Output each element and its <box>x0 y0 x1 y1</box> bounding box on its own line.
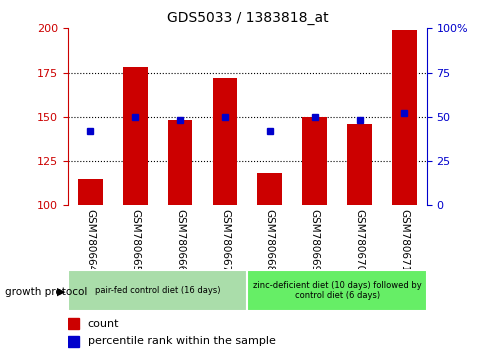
Text: GSM780670: GSM780670 <box>354 209 364 272</box>
Text: pair-fed control diet (16 days): pair-fed control diet (16 days) <box>95 286 220 295</box>
Bar <box>68 318 78 329</box>
Text: GSM780671: GSM780671 <box>398 209 408 272</box>
Text: count: count <box>88 319 119 329</box>
Text: zinc-deficient diet (10 days) followed by
control diet (6 days): zinc-deficient diet (10 days) followed b… <box>252 281 421 300</box>
Text: GSM780668: GSM780668 <box>264 209 274 272</box>
Bar <box>68 270 247 311</box>
Bar <box>212 78 237 205</box>
Text: GSM780666: GSM780666 <box>175 209 185 272</box>
Text: GSM780664: GSM780664 <box>85 209 95 272</box>
Bar <box>347 124 371 205</box>
Title: GDS5033 / 1383818_at: GDS5033 / 1383818_at <box>166 11 328 24</box>
Text: growth protocol: growth protocol <box>5 287 87 297</box>
Bar <box>257 173 282 205</box>
Bar <box>302 117 326 205</box>
Bar <box>122 67 147 205</box>
Text: percentile rank within the sample: percentile rank within the sample <box>88 336 275 346</box>
Bar <box>247 270 426 311</box>
Bar <box>68 336 78 347</box>
Text: ▶: ▶ <box>57 287 66 297</box>
Bar <box>391 30 416 205</box>
Text: GSM780669: GSM780669 <box>309 209 319 272</box>
Text: GSM780667: GSM780667 <box>219 209 229 272</box>
Text: GSM780665: GSM780665 <box>130 209 140 272</box>
Bar <box>78 179 103 205</box>
Bar <box>167 120 192 205</box>
